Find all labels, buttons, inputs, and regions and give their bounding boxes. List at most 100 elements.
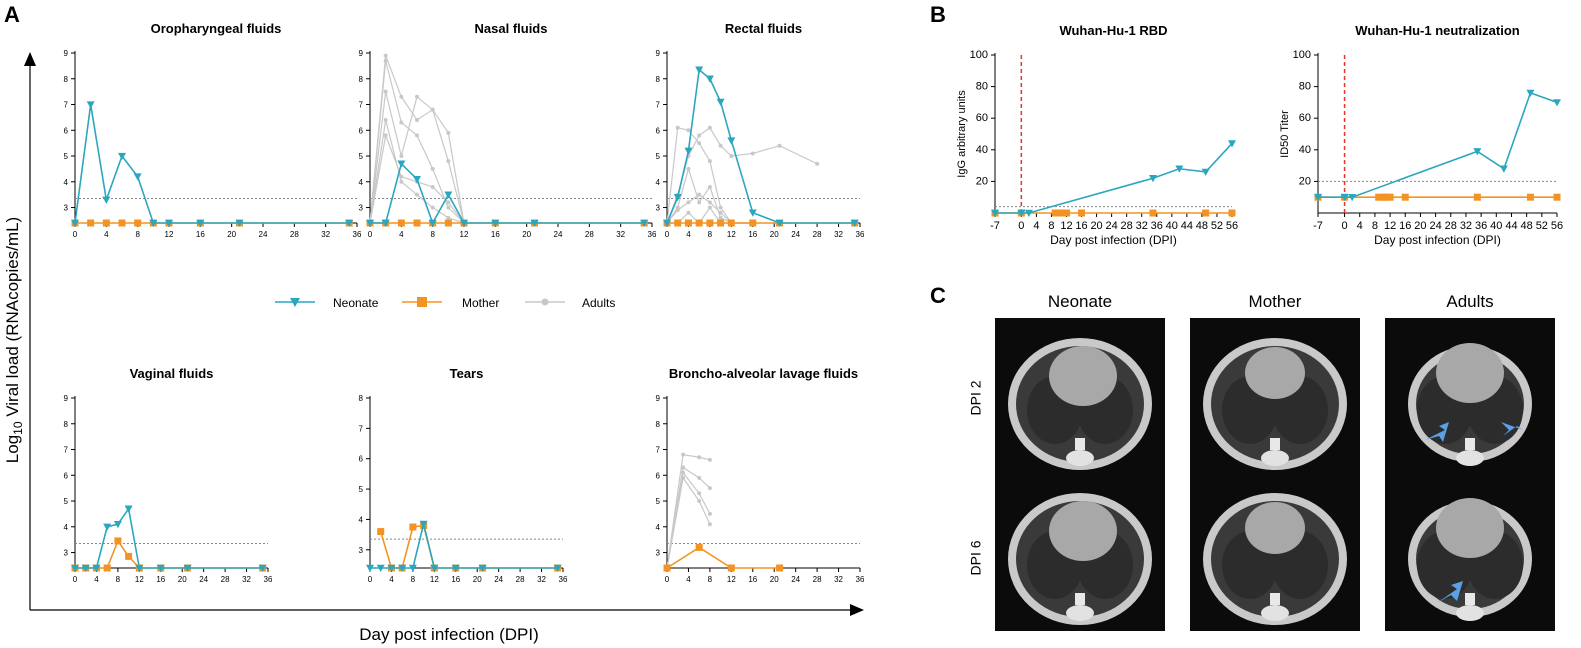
- x-tick-label: 32: [1136, 220, 1148, 232]
- adult-point: [697, 200, 702, 205]
- adult-point: [697, 141, 702, 146]
- x-axis-label: Day post infection (DPI): [1374, 233, 1501, 247]
- adult-point: [777, 143, 782, 148]
- panel-letter-a: A: [4, 2, 20, 27]
- neonate-point: [1348, 194, 1357, 202]
- x-tick-label: 28: [585, 230, 594, 239]
- chart-title: Nasal fluids: [475, 21, 548, 36]
- y-tick-label: 20: [976, 175, 988, 187]
- neonate-point: [102, 196, 111, 204]
- x-tick-label: 40: [1166, 220, 1178, 232]
- mother-point: [114, 537, 122, 545]
- x-tick-label: 32: [242, 575, 251, 584]
- neonate-point: [366, 219, 374, 227]
- y-axis-label: IgG arbitrary units: [956, 90, 968, 178]
- x-tick-label: 32: [1460, 220, 1472, 232]
- ct-neonate-dpi6: [995, 473, 1165, 631]
- adult-point: [718, 143, 723, 148]
- y-tick-label: 3: [64, 204, 69, 213]
- x-tick-label: 36: [1475, 220, 1487, 232]
- mother-point: [674, 219, 682, 227]
- x-tick-label: 40: [1490, 220, 1502, 232]
- x-tick-label: 20: [227, 230, 236, 239]
- y-tick-label: 4: [656, 523, 661, 532]
- chart-6: Broncho-alveolar lavage fluids 3 4 5 6 7 8 9 0 4 8…: [656, 366, 865, 584]
- adult-point: [697, 491, 702, 496]
- x-tick-label: 4: [686, 230, 691, 239]
- y-tick-label: 3: [656, 549, 661, 558]
- x-tick-label: 0: [368, 575, 373, 584]
- y-tick-label: 6: [64, 126, 69, 135]
- adult-point: [675, 125, 680, 130]
- legend-adults-label: Adults: [582, 296, 615, 310]
- adult-point: [707, 205, 712, 210]
- neonate-point: [1314, 194, 1322, 202]
- x-tick-label: 4: [104, 230, 109, 239]
- adult-point: [383, 53, 388, 58]
- y-tick-label: 8: [656, 420, 661, 429]
- x-tick-label: 8: [708, 230, 713, 239]
- x-tick-label: 4: [1357, 220, 1363, 232]
- mother-point: [102, 219, 110, 227]
- legend-mother-label: Mother: [462, 296, 499, 310]
- y-tick-label: 4: [359, 178, 364, 187]
- neonate-point: [345, 219, 354, 227]
- chart-title: Vaginal fluids: [130, 366, 214, 381]
- chart-title: Rectal fluids: [725, 21, 802, 36]
- x-tick-label: 36: [264, 575, 273, 584]
- adult-point: [697, 192, 702, 197]
- y-axis-label: ID50 Titer: [1279, 110, 1291, 158]
- legend-neonate-label: Neonate: [333, 296, 379, 310]
- adult-point: [707, 457, 712, 462]
- mother-point: [1553, 193, 1561, 201]
- x-tick-label: 12: [727, 230, 736, 239]
- x-tick-label: 16: [156, 575, 165, 584]
- x-tick-label: 8: [135, 230, 140, 239]
- legend-mother-marker: [417, 297, 427, 307]
- y-tick-label: 5: [64, 497, 69, 506]
- y-tick-label: 60: [1299, 112, 1311, 124]
- chart-title: Tears: [450, 366, 484, 381]
- adult-point: [415, 192, 419, 197]
- y-tick-label: 20: [1299, 175, 1311, 187]
- mother-point: [727, 564, 735, 572]
- x-tick-label: 8: [708, 575, 713, 584]
- y-tick-label: 60: [976, 112, 988, 124]
- y-tick-label: 8: [359, 75, 364, 84]
- mother-point: [776, 564, 784, 572]
- y-tick-label: 7: [64, 101, 69, 110]
- neonate-point: [1149, 175, 1157, 183]
- mother-point: [444, 219, 452, 227]
- x-tick-label: -7: [990, 220, 1000, 232]
- neonate-point: [491, 219, 500, 227]
- legend: Neonate Mother Adults: [275, 296, 615, 310]
- neonate-point: [451, 564, 460, 572]
- x-tick-label: 32: [834, 575, 843, 584]
- x-tick-label: 36: [559, 575, 568, 584]
- x-tick-label: 28: [290, 230, 299, 239]
- neonate-point: [553, 564, 562, 572]
- adult-point: [707, 486, 712, 491]
- x-tick-label: 0: [73, 230, 78, 239]
- neonate-point: [428, 219, 437, 227]
- mother-point: [1051, 209, 1059, 217]
- neonate-point: [444, 191, 453, 199]
- y-tick-label: 40: [1299, 144, 1311, 156]
- neonate-point: [81, 564, 90, 572]
- x-tick-label: 24: [1429, 220, 1441, 232]
- x-axis-label: Day post infection (DPI): [1050, 233, 1177, 247]
- x-tick-label: 0: [1018, 220, 1024, 232]
- x-tick-label: 0: [73, 575, 78, 584]
- legend-adults-marker: [541, 298, 549, 306]
- adult-point: [446, 205, 451, 210]
- mother-point: [695, 543, 703, 551]
- y-tick-label: 7: [656, 101, 661, 110]
- adult-point: [446, 159, 451, 164]
- adult-point: [399, 179, 404, 184]
- mother-point: [377, 528, 385, 536]
- x-tick-label: 16: [196, 230, 205, 239]
- x-tick-label: 24: [1105, 220, 1117, 232]
- panel-letter-c: C: [930, 283, 946, 308]
